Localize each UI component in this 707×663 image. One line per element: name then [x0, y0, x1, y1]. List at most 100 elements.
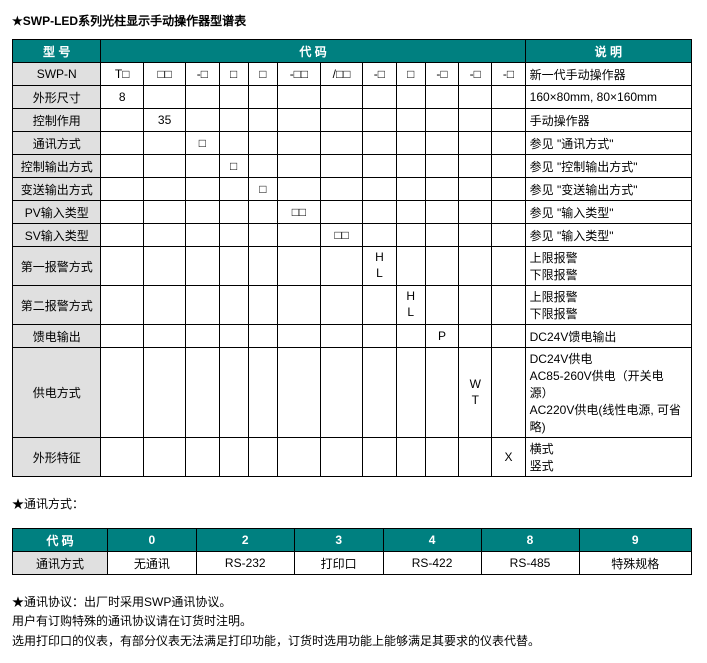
code-cell	[186, 325, 219, 348]
code-cell	[396, 132, 425, 155]
code-cell	[492, 201, 525, 224]
code-cell	[425, 86, 458, 109]
code-cell	[248, 109, 277, 132]
code-cell	[320, 132, 362, 155]
hdr-model: 型 号	[13, 40, 101, 63]
code-cell	[143, 155, 185, 178]
row-desc: 横式竖式	[525, 438, 691, 477]
code-cell	[278, 348, 321, 438]
code-cell	[363, 438, 396, 477]
row-desc: 新一代手动操作器	[525, 63, 691, 86]
code-cell	[278, 178, 321, 201]
row-desc: 参见 "控制输出方式"	[525, 155, 691, 178]
code-cell	[248, 348, 277, 438]
code-cell	[459, 438, 492, 477]
code-cell	[219, 109, 248, 132]
code-cell	[320, 178, 362, 201]
code-cell	[219, 348, 248, 438]
code-cell	[363, 224, 396, 247]
row-desc: 手动操作器	[525, 109, 691, 132]
code-cell	[143, 86, 185, 109]
code-cell	[459, 201, 492, 224]
code-cell	[396, 247, 425, 286]
code-cell: 8	[101, 86, 143, 109]
code-cell: □	[186, 132, 219, 155]
code-cell	[278, 247, 321, 286]
code-cell: 35	[143, 109, 185, 132]
code-cell	[248, 224, 277, 247]
comm-value-cell: 特殊规格	[579, 552, 691, 575]
row-label: SWP-N	[13, 63, 101, 86]
code-cell	[459, 286, 492, 325]
code-cell	[425, 178, 458, 201]
comm-code-header: 2	[196, 529, 294, 552]
code-cell	[396, 348, 425, 438]
comm-code-header: 4	[383, 529, 481, 552]
code-cell	[320, 86, 362, 109]
row-label: 控制作用	[13, 109, 101, 132]
code-cell	[363, 348, 396, 438]
code-cell	[459, 86, 492, 109]
row-desc: 参见 "输入类型"	[525, 224, 691, 247]
code-cell	[425, 224, 458, 247]
code-cell	[363, 86, 396, 109]
code-cell	[219, 224, 248, 247]
code-cell	[219, 325, 248, 348]
row-label: 第一报警方式	[13, 247, 101, 286]
code-cell	[320, 438, 362, 477]
code-cell	[363, 201, 396, 224]
code-cell	[219, 247, 248, 286]
code-cell	[248, 438, 277, 477]
code-cell	[186, 201, 219, 224]
comm-value-cell: 打印口	[294, 552, 383, 575]
code-cell	[320, 155, 362, 178]
code-cell	[459, 325, 492, 348]
code-cell	[186, 286, 219, 325]
code-cell	[396, 201, 425, 224]
code-cell	[492, 348, 525, 438]
code-cell	[278, 325, 321, 348]
code-cell	[248, 132, 277, 155]
code-cell: □	[396, 63, 425, 86]
code-cell	[101, 224, 143, 247]
hdr-code: 代 码	[101, 40, 525, 63]
code-cell	[363, 109, 396, 132]
code-cell	[101, 201, 143, 224]
code-cell	[101, 438, 143, 477]
code-cell	[396, 86, 425, 109]
code-cell	[363, 286, 396, 325]
code-cell	[219, 178, 248, 201]
code-cell	[248, 155, 277, 178]
comm-value-cell: RS-422	[383, 552, 481, 575]
code-cell	[492, 286, 525, 325]
code-cell: □	[248, 178, 277, 201]
code-cell	[459, 109, 492, 132]
code-cell	[459, 132, 492, 155]
row-desc: 上限报警下限报警	[525, 286, 691, 325]
code-cell	[459, 155, 492, 178]
footer-note-line: 选用打印口的仪表，有部分仪表无法满足打印功能，订货时选用功能上能够满足其要求的仪…	[12, 632, 695, 651]
code-cell	[278, 286, 321, 325]
code-cell	[101, 348, 143, 438]
code-cell: -□	[492, 63, 525, 86]
comm-hdr-label: 通讯方式	[13, 552, 108, 575]
code-cell	[425, 286, 458, 325]
row-desc: 上限报警下限报警	[525, 247, 691, 286]
code-cell	[186, 86, 219, 109]
code-cell	[363, 178, 396, 201]
code-cell	[363, 325, 396, 348]
code-cell	[248, 247, 277, 286]
hdr-desc: 说 明	[525, 40, 691, 63]
row-label: 外形尺寸	[13, 86, 101, 109]
row-label: SV输入类型	[13, 224, 101, 247]
code-cell	[278, 438, 321, 477]
comm-value-cell: 无通讯	[108, 552, 197, 575]
code-cell	[320, 348, 362, 438]
code-cell	[425, 247, 458, 286]
code-cell	[186, 155, 219, 178]
code-cell: -□	[459, 63, 492, 86]
code-cell	[219, 86, 248, 109]
code-cell: □	[219, 63, 248, 86]
row-desc: DC24V供电AC85-260V供电（开关电源）AC220V供电(线性电源, 可…	[525, 348, 691, 438]
row-desc: 参见 "通讯方式"	[525, 132, 691, 155]
